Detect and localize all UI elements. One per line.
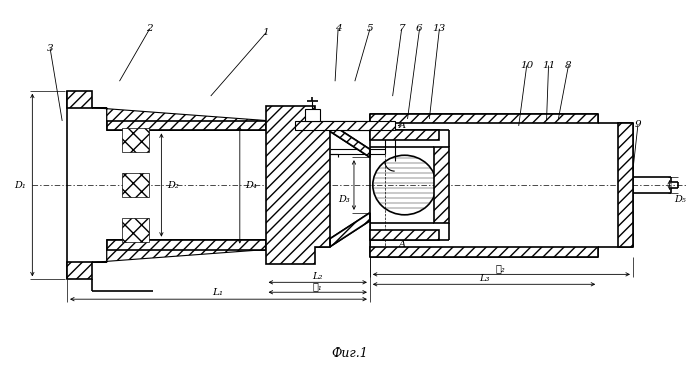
Text: D₂: D₂ [168,181,179,189]
Polygon shape [107,121,266,130]
Polygon shape [330,213,370,246]
Text: D₅: D₅ [674,195,686,204]
Text: 10: 10 [520,61,533,70]
Polygon shape [67,91,92,108]
Text: L₂: L₂ [312,272,322,281]
Text: 13: 13 [433,24,446,33]
Text: 8: 8 [565,61,572,70]
Polygon shape [107,240,266,249]
Text: D₃: D₃ [338,195,350,204]
Text: 1: 1 [262,28,269,37]
Polygon shape [330,124,370,157]
Polygon shape [266,105,330,265]
Polygon shape [434,147,449,223]
Text: A: A [399,240,406,249]
Polygon shape [92,240,266,262]
Polygon shape [266,239,330,249]
Polygon shape [266,121,330,132]
Text: 9: 9 [635,121,641,129]
Text: L₃: L₃ [479,274,489,283]
Polygon shape [305,108,320,121]
Polygon shape [296,121,395,130]
Polygon shape [370,130,440,140]
Text: 3: 3 [47,44,54,53]
Text: D₄: D₄ [245,181,257,189]
Polygon shape [92,108,266,130]
Polygon shape [618,124,633,246]
Text: A: A [399,121,406,130]
Polygon shape [370,230,440,240]
Text: 6: 6 [416,24,423,33]
Text: Фиг.1: Фиг.1 [331,347,368,360]
Text: L₁: L₁ [212,288,224,297]
Text: 4: 4 [335,24,341,33]
Text: D₁: D₁ [15,181,27,189]
Polygon shape [122,173,150,197]
Polygon shape [67,262,92,279]
Text: 11: 11 [542,61,555,70]
Text: 7: 7 [398,24,405,33]
Text: ℓ₂: ℓ₂ [496,264,506,273]
Text: 2: 2 [146,24,153,33]
Polygon shape [122,129,150,152]
Polygon shape [370,113,598,124]
Polygon shape [122,218,150,242]
Text: ℓ₁: ℓ₁ [312,282,322,291]
Polygon shape [370,246,598,257]
Text: 5: 5 [366,24,373,33]
